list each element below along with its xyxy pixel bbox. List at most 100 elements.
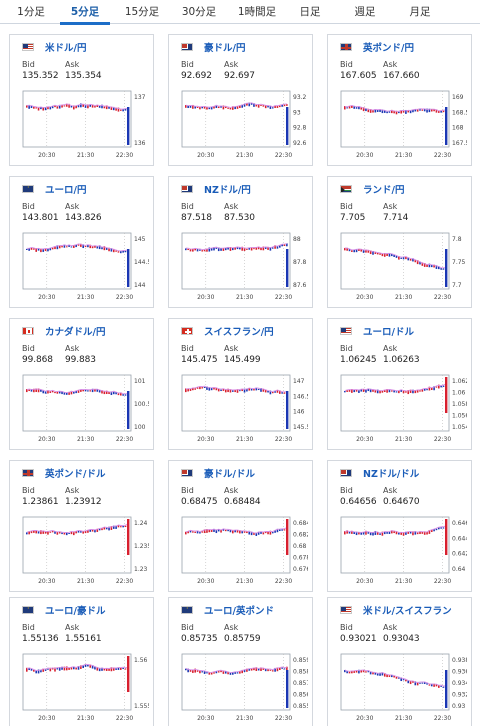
candle <box>442 527 445 529</box>
candle <box>42 248 45 252</box>
mini-candlestick-chart[interactable]: 0.646 0.644 0.642 0.64 20:30 21:30 22:30 <box>333 513 467 591</box>
candle <box>35 107 37 109</box>
ask-value: 167.660 <box>383 71 420 81</box>
mini-candlestick-chart[interactable]: 88 87.8 87.6 20:30 21:30 22:30 <box>174 229 308 307</box>
mini-candlestick-chart[interactable]: 145 144.5 144 20:30 21:30 22:30 <box>15 229 149 307</box>
rate-card[interactable]: カナダドル/円 Bid Ask 99.868 99.883 101100.510… <box>9 318 154 450</box>
candle <box>344 106 346 110</box>
mini-candlestick-chart[interactable]: 169 168.5 168 167.5 20:30 21:30 22:30 <box>333 87 467 165</box>
mini-candlestick-chart[interactable]: 147 146.5 146 145.5 20:30 21:30 22:30 <box>174 371 308 449</box>
currency-pair-link[interactable]: ユーロ/ドル <box>363 327 414 338</box>
candle <box>65 103 68 107</box>
tab-6[interactable]: 週足 <box>354 6 376 18</box>
tab-2[interactable]: 15分足 <box>124 6 160 18</box>
candle <box>388 111 391 113</box>
currency-pair-link[interactable]: 豪ドル/ドル <box>204 469 255 480</box>
y-tick-label: 93.2 <box>293 94 307 101</box>
candle <box>112 106 115 111</box>
candle <box>185 668 187 671</box>
candle <box>398 390 400 394</box>
currency-pair-link[interactable]: ユーロ/円 <box>45 185 87 196</box>
tab-4[interactable]: 1時間足 <box>237 6 277 18</box>
candle <box>103 246 106 251</box>
rate-card[interactable]: NZドル/円 Bid Ask 87.518 87.530 88 87.8 87.6 2… <box>168 176 313 308</box>
x-tick-label: 20:30 <box>356 436 373 443</box>
rate-card[interactable]: ユーロ/ドル Bid Ask 1.06245 1.06263 1.0621.06… <box>327 318 472 450</box>
mini-candlestick-chart[interactable]: 0.859 0.858 0.857 0.856 0.855 20:30 21:30 22:30 <box>174 650 308 726</box>
ask-label: Ask <box>65 202 80 211</box>
currency-pair-link[interactable]: NZドル/ドル <box>363 469 420 480</box>
rate-card[interactable]: ユーロ/円 Bid Ask 143.801 143.826 145144.514… <box>9 176 154 308</box>
rate-card[interactable]: ランド/円 Bid Ask 7.705 7.714 7.8 7.75 7.7 20:3… <box>327 176 472 308</box>
rate-card[interactable]: ユーロ/豪ドル Bid Ask 1.55136 1.55161 1.56 1.55… <box>9 597 154 726</box>
mini-candlestick-chart[interactable]: 1.062 1.06 1.058 1.056 1.054 20:30 21:30 22:30 <box>333 371 467 449</box>
currency-pair-link[interactable]: ランド/円 <box>363 185 405 196</box>
au-flag-icon <box>181 43 193 51</box>
candle <box>379 253 381 255</box>
candle <box>82 244 84 249</box>
rate-card[interactable]: 豪ドル/ドル Bid Ask 0.68475 0.68484 0.6840.68… <box>168 460 313 592</box>
candle <box>279 105 281 108</box>
candle <box>267 246 269 250</box>
candle <box>203 386 206 388</box>
candle <box>58 532 61 534</box>
x-tick-label: 21:30 <box>395 578 412 585</box>
moving-average-line <box>26 103 128 110</box>
tab-0[interactable]: 1分足 <box>17 6 45 18</box>
y-tick-label: 0.932 <box>452 692 467 699</box>
candle <box>210 529 213 532</box>
rate-card[interactable]: スイスフラン/円 Bid Ask 145.475 145.499 147 146.… <box>168 318 313 450</box>
rate-card[interactable]: 豪ドル/円 Bid Ask 92.692 92.697 93.2 93 92.8 92… <box>168 34 313 166</box>
currency-pair-link[interactable]: カナダドル/円 <box>45 327 106 338</box>
currency-pair-link[interactable]: ユーロ/豪ドル <box>45 606 106 617</box>
tab-3[interactable]: 30分足 <box>181 6 217 18</box>
ask-value: 99.883 <box>65 355 96 365</box>
mini-candlestick-chart[interactable]: 0.938 0.936 0.934 0.932 0.93 20:30 21:30 22:30 <box>333 650 467 726</box>
mini-candlestick-chart[interactable]: 93.2 93 92.8 92.6 20:30 21:30 22:30 <box>174 87 308 165</box>
y-tick-label: 1.056 <box>452 413 467 420</box>
currency-pair-link[interactable]: 米ドル/円 <box>45 43 87 54</box>
candle <box>91 388 94 393</box>
candle <box>229 529 232 533</box>
y-tick-label: 145 <box>134 236 146 243</box>
tab-1[interactable]: 5分足 <box>60 0 110 25</box>
currency-pair-link[interactable]: NZドル/円 <box>204 185 251 196</box>
rate-card[interactable]: ユーロ/英ポンド Bid Ask 0.85735 0.85759 0.8590.… <box>168 597 313 726</box>
rate-card[interactable]: 米ドル/円 Bid Ask 135.352 135.354 137 136 20:3… <box>9 34 154 166</box>
currency-pair-link[interactable]: 米ドル/スイスフラン <box>363 606 452 617</box>
mini-candlestick-chart[interactable]: 0.684 0.682 0.68 0.678 0.676 20:30 21:30 22:30 <box>174 513 308 591</box>
currency-pair-link[interactable]: 英ポンド/ドル <box>45 469 106 480</box>
mini-candlestick-chart[interactable]: 101 100.5 100 20:30 21:30 22:30 <box>15 371 149 449</box>
candle <box>376 389 379 394</box>
rate-card[interactable]: 米ドル/スイスフラン Bid Ask 0.93021 0.93043 0.938… <box>327 597 472 726</box>
candle <box>185 531 187 535</box>
rate-card[interactable]: 英ポンド/ドル Bid Ask 1.23861 1.23912 1.24 1.23… <box>9 460 154 592</box>
candle <box>213 387 215 390</box>
moving-average-line <box>185 666 287 674</box>
candle <box>365 671 367 673</box>
mini-candlestick-chart[interactable]: 1.56 1.555 20:30 21:30 22:30 <box>15 650 149 726</box>
currency-pair-link[interactable]: スイスフラン/円 <box>204 327 274 338</box>
mini-candlestick-chart[interactable]: 1.24 1.235 1.23 20:30 21:30 22:30 <box>15 513 149 591</box>
candle <box>73 245 75 248</box>
tab-7[interactable]: 月足 <box>409 6 431 18</box>
candle <box>192 669 194 673</box>
candle <box>103 390 106 395</box>
mini-candlestick-chart[interactable]: 7.8 7.75 7.7 20:30 21:30 22:30 <box>333 229 467 307</box>
candle <box>117 393 120 396</box>
candle <box>82 389 84 392</box>
mini-candlestick-chart[interactable]: 137 136 20:30 21:30 22:30 <box>15 87 149 165</box>
rate-card[interactable]: 英ポンド/円 Bid Ask 167.605 167.660 169168.51… <box>327 34 472 166</box>
currency-pair-link[interactable]: 豪ドル/円 <box>204 43 246 54</box>
candle <box>206 386 208 390</box>
currency-pair-link[interactable]: ユーロ/英ポンド <box>204 606 274 617</box>
candle <box>122 667 124 670</box>
candle <box>269 247 272 251</box>
candle <box>416 109 419 112</box>
rate-card[interactable]: NZドル/ドル Bid Ask 0.64656 0.64670 0.6460.6… <box>327 460 472 592</box>
tab-5[interactable]: 日足 <box>299 6 321 18</box>
y-tick-label: 1.23 <box>134 566 148 573</box>
y-tick-label: 0.93 <box>452 703 466 710</box>
candle <box>54 667 56 672</box>
currency-pair-link[interactable]: 英ポンド/円 <box>363 43 414 54</box>
